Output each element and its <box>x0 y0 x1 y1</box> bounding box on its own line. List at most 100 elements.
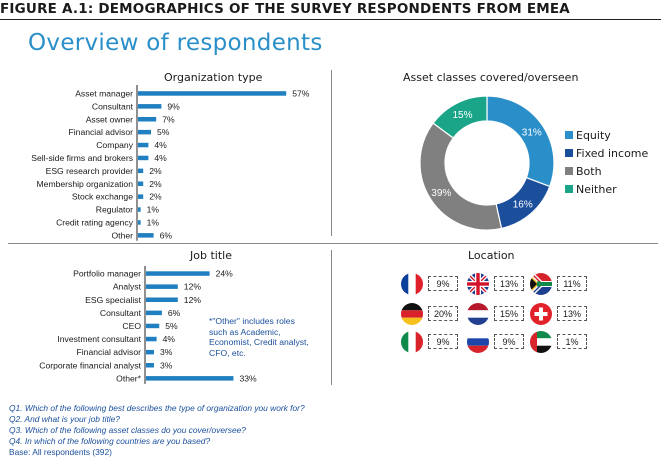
question-4: Q4. In which of the following countries … <box>9 436 211 446</box>
russia-flag-icon <box>467 331 489 353</box>
job-value-esg-specialist: 12% <box>184 295 202 305</box>
org-label-regulator: Regulator <box>96 205 133 215</box>
legend-label-equity: Equity <box>576 129 611 142</box>
job-bar-other <box>146 376 234 381</box>
legend-swatch-neither <box>565 185 573 193</box>
org-value-other: 6% <box>160 230 173 240</box>
job-bar-esg-specialist <box>146 297 178 302</box>
legend-label-both: Both <box>576 165 602 178</box>
vertical-divider <box>331 70 332 236</box>
job-value-investment-consultant: 4% <box>163 334 176 344</box>
job-bar-consultant <box>146 310 162 316</box>
job-value-portfolio-manager: 24% <box>216 269 234 279</box>
org-type-chart: Asset manager 57% Consultant 9% Asset owner 7… <box>31 85 310 241</box>
legend-swatch-fixed-income <box>565 149 573 157</box>
south-africa-flag-icon <box>530 273 552 295</box>
org-value-consultant: 9% <box>167 101 180 111</box>
job-bar-analyst <box>146 284 178 289</box>
legend-item-fixed-income: Fixed income <box>565 147 660 161</box>
org-bar-other <box>138 233 154 238</box>
location-value-uk: 13% <box>494 276 524 291</box>
italy-flag-icon <box>401 331 423 353</box>
job-bar-corporate-financial-analyst <box>146 363 154 368</box>
location-value-germany: 20% <box>428 306 458 321</box>
job-value-analyst: 12% <box>184 282 202 292</box>
org-value-regulator: 1% <box>147 205 160 215</box>
job-title-title: Job title <box>190 249 232 262</box>
org-label-credit-rating-agency: Credit rating agency <box>56 217 134 227</box>
job-label-other: Other* <box>116 373 141 383</box>
job-label-analyst: Analyst <box>113 282 142 292</box>
job-label-corporate-financial-analyst: Corporate financial analyst <box>39 360 141 370</box>
location-value-uae: 1% <box>557 334 587 349</box>
org-bar-membership-organization <box>138 181 144 186</box>
overview-title: Overview of respondents <box>28 30 323 56</box>
donut-label-equity: 31% <box>522 127 542 138</box>
org-bar-stock-exchange <box>138 194 144 199</box>
location-value-russia: 9% <box>494 334 524 349</box>
location-value-switzerland: 13% <box>557 306 587 321</box>
germany-flag-icon <box>401 303 423 325</box>
org-type-title: Organization type <box>164 71 263 84</box>
legend-item-equity: Equity <box>565 129 660 143</box>
org-value-sell-side-firms-and-brokers: 4% <box>154 153 167 163</box>
org-bar-credit-rating-agency <box>138 220 141 225</box>
org-value-credit-rating-agency: 1% <box>147 217 160 227</box>
org-bar-company <box>138 142 149 148</box>
org-label-consultant: Consultant <box>92 101 134 111</box>
vertical-divider-lower <box>331 250 332 385</box>
org-label-sell-side-firms-and-brokers: Sell-side firms and brokers <box>31 153 133 163</box>
title-rule <box>0 19 661 20</box>
org-bar-consultant <box>138 104 162 109</box>
org-label-asset-owner: Asset owner <box>86 114 133 124</box>
org-label-esg-research-provider: ESG research provider <box>46 166 134 176</box>
legend-label-neither: Neither <box>576 183 617 196</box>
other-note: *"Other" includes roles such as Academic… <box>209 316 309 358</box>
question-3: Q3. Which of the following asset classes… <box>9 425 246 435</box>
base-note: Base: All respondents (392) <box>9 447 112 457</box>
netherlands-flag-icon <box>467 303 489 325</box>
org-value-financial-advisor: 5% <box>157 127 170 137</box>
org-value-esg-research-provider: 2% <box>149 166 162 176</box>
uae-flag-icon <box>530 331 552 353</box>
donut-slice-neither <box>432 95 488 139</box>
question-1: Q1. Which of the following best describe… <box>9 403 305 413</box>
org-value-company: 4% <box>154 140 167 150</box>
legend-swatch-both <box>565 167 573 175</box>
location-value-italy: 9% <box>428 334 458 349</box>
org-value-stock-exchange: 2% <box>149 192 162 202</box>
uk-flag-icon <box>467 273 489 295</box>
org-value-asset-manager: 57% <box>292 88 310 98</box>
org-value-asset-owner: 7% <box>162 114 175 124</box>
org-label-other: Other <box>112 230 134 240</box>
asset-classes-title: Asset classes covered/overseen <box>403 71 579 84</box>
job-value-other: 33% <box>239 373 257 383</box>
org-label-financial-advisor: Financial advisor <box>69 127 134 137</box>
horizontal-divider <box>8 243 658 244</box>
switzerland-flag-icon <box>530 303 552 325</box>
job-value-financial-advisor: 3% <box>160 347 173 357</box>
org-bar-asset-owner <box>138 117 157 122</box>
job-label-consultant: Consultant <box>100 308 142 318</box>
job-title-chart: Portfolio manager 24% Analyst 12% ESG specia… <box>39 266 257 384</box>
job-value-corporate-financial-analyst: 3% <box>160 360 173 370</box>
job-bar-portfolio-manager <box>146 271 210 276</box>
legend-item-both: Both <box>565 165 660 179</box>
donut-label-fixed-income: 16% <box>513 200 533 211</box>
question-2: Q2. And what is your job title? <box>9 414 120 424</box>
location-value-france: 9% <box>428 276 458 291</box>
job-label-financial-advisor: Financial advisor <box>77 347 142 357</box>
job-value-ceo: 5% <box>165 321 178 331</box>
org-bar-asset-manager <box>138 91 287 96</box>
job-label-esg-specialist: ESG specialist <box>85 295 141 305</box>
location-title: Location <box>468 249 515 262</box>
location-value-netherlands: 15% <box>494 306 524 321</box>
job-bar-investment-consultant <box>146 336 157 342</box>
figure-title: FIGURE A.1: DEMOGRAPHICS OF THE SURVEY R… <box>0 1 570 17</box>
legend-swatch-equity <box>565 131 573 139</box>
asset-classes-donut: 31% 16% 39% 15% <box>419 95 555 231</box>
donut-label-neither: 15% <box>452 110 472 121</box>
legend-item-neither: Neither <box>565 183 660 197</box>
org-label-stock-exchange: Stock exchange <box>72 192 133 202</box>
france-flag-icon <box>401 273 423 295</box>
